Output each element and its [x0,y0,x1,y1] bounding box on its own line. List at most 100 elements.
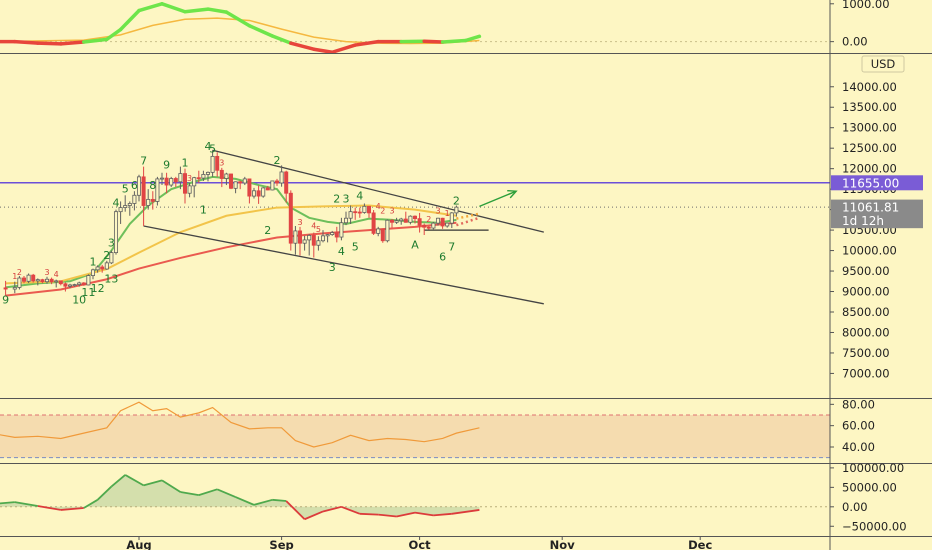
forecast-arrow-head [507,189,518,199]
sequential-count-label: 3 [108,236,115,249]
candle-body [31,274,36,282]
candle-body [100,266,105,270]
x-tick-label: Aug [126,538,151,550]
y-tick-label: 14000.00 [842,80,897,94]
sequential-count-label: 11 [81,286,95,299]
y-tick-label: 10000.00 [842,244,897,258]
candle-body [348,211,353,219]
candle-body [440,217,445,227]
candle-body [343,217,349,224]
sequential-count-label: 1 [200,203,207,216]
currency-label: USD [871,57,896,71]
candle-body [380,228,385,242]
x-tick-label: Nov [550,538,576,550]
trendline [212,149,544,233]
oscillator-segment [285,500,306,520]
candle-body [54,280,59,283]
sequential-count-label: 5 [209,142,216,155]
setup-count-label: 4 [311,221,316,230]
candle-body [362,205,367,213]
sequential-count-label: 5 [122,182,129,195]
oscillator-segment [96,485,113,501]
oscillator-line-segment [247,23,275,38]
setup-count-label: 3 [389,207,394,216]
candle-body [159,177,165,180]
candle-body [403,218,408,223]
candle-body [146,198,151,206]
candle-body [215,155,220,171]
candle-body [205,171,211,175]
sequential-count-label: A [411,238,419,251]
candle-body [123,205,128,208]
y-tick-label: 1000.00 [842,0,890,11]
candle-body [77,282,82,285]
oscillator-line-segment [270,34,293,45]
candle-body [297,230,303,244]
candle-body [127,203,132,206]
oscillator-line-segment [36,41,63,46]
oscillator-segment [124,474,145,487]
candle-body [302,239,307,244]
candle-body [58,280,63,285]
oscillator-line-segment [206,7,229,14]
oscillator-segment [180,491,199,497]
sequential-count-label: 9 [2,294,9,307]
candle-body [178,173,183,183]
oscillator-segment [83,499,99,509]
oscillator-segment [198,488,218,496]
oscillator-segment [396,511,416,518]
x-tick-label: Dec [688,538,712,550]
oscillator-segment [216,488,236,498]
x-tick-label: Sep [269,538,293,550]
y-tick-label: 8000.00 [842,325,890,339]
candle-body [141,176,146,206]
candle-body [389,219,395,223]
candle-body [274,180,280,184]
candle-body [40,279,45,283]
candle-body [210,155,215,173]
oscillator-segment [14,501,38,507]
oscillator-line-segment [330,43,357,54]
candle-body [279,171,284,184]
sequential-count-label: 6 [131,179,138,192]
y-tick-label: 9500.00 [842,264,890,278]
sequential-count-label: 6 [439,251,446,264]
candle-body [136,176,142,196]
oscillator-segment [272,498,287,502]
candle-body [26,274,31,282]
setup-count-label: 2 [17,268,22,277]
setup-count-label: 1 [445,209,450,218]
sequential-count-label: 10 [72,294,86,307]
setup-count-label: 1 [12,272,17,281]
candle-body [251,190,257,197]
sequential-count-label: 3 [329,261,336,274]
oscillator-area [0,474,480,520]
candle-body [417,218,422,226]
y-tick-label: 8500.00 [842,305,890,319]
sequential-count-label: 9 [163,159,170,172]
oscillator-segment [322,505,342,513]
candle-body [320,235,326,242]
oscillator-segment [60,507,84,511]
x-tick-label: Oct [409,538,432,550]
oscillator-line-segment [463,34,482,43]
oscillator-segment [433,512,452,517]
y-tick-label: 12000.00 [842,162,897,176]
setup-count-label: 4 [54,270,59,279]
candle-body [86,275,91,286]
oscillator-line-segment [289,41,316,51]
candle-body [21,277,27,282]
price-tag-label: 11655.00 [842,176,899,190]
candle-body [408,215,413,223]
candle-body [449,212,454,224]
setup-count-label: 2 [380,207,385,216]
y-tick-label: 7000.00 [842,366,890,380]
y-tick-label: 12500.00 [842,141,897,155]
candle-body [3,287,8,290]
y-tick-label: 0.00 [842,500,868,514]
oscillator-segment [110,474,126,488]
price-tag [831,199,923,215]
candle-body [353,211,358,214]
currency-badge[interactable]: USD [861,55,905,73]
